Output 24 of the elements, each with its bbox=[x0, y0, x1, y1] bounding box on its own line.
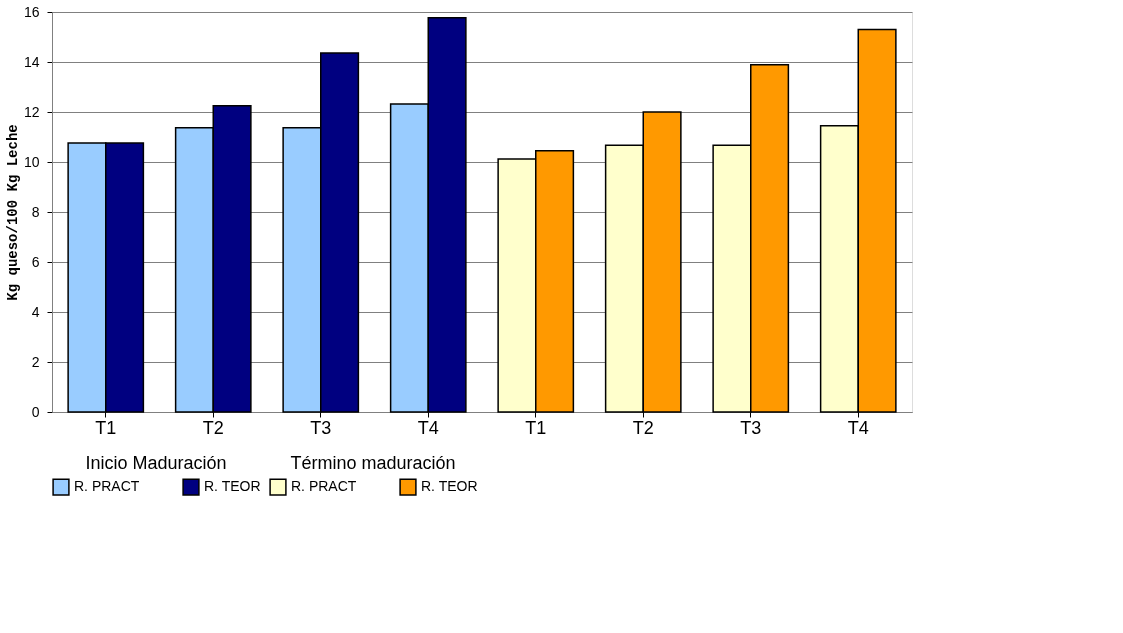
legend-label: R. PRACT bbox=[74, 478, 140, 495]
y-tick-label: 0 bbox=[31, 403, 40, 420]
y-tick-label: 8 bbox=[31, 203, 40, 220]
x-tick-label: T1 bbox=[95, 417, 117, 438]
y-tick-label: 10 bbox=[23, 153, 40, 170]
x-tick-label: T3 bbox=[740, 417, 762, 438]
y-tick-label: 2 bbox=[31, 353, 40, 370]
x-tick-label: T4 bbox=[847, 417, 869, 438]
x-tick-label: T4 bbox=[417, 417, 439, 438]
legend-label: R. TEOR bbox=[204, 478, 261, 495]
x-tick-label: T3 bbox=[310, 417, 332, 438]
y-tick-label: 4 bbox=[31, 303, 40, 320]
x-tick-label: T2 bbox=[632, 417, 654, 438]
y-tick-label: 6 bbox=[31, 253, 40, 270]
y-tick-label: 12 bbox=[23, 103, 40, 120]
y-axis-title: Kg queso/100 Kg Leche bbox=[4, 124, 21, 301]
x-tick-label: T2 bbox=[202, 417, 224, 438]
text: Término maduración bbox=[290, 453, 456, 473]
y-tick-label: 16 bbox=[23, 3, 40, 20]
text: Inicio Maduración bbox=[85, 453, 227, 473]
legend-label: R. PRACT bbox=[291, 478, 357, 495]
y-tick-label: 14 bbox=[23, 53, 40, 70]
legend-label: R. TEOR bbox=[421, 478, 478, 495]
x-tick-label: T1 bbox=[525, 417, 547, 438]
